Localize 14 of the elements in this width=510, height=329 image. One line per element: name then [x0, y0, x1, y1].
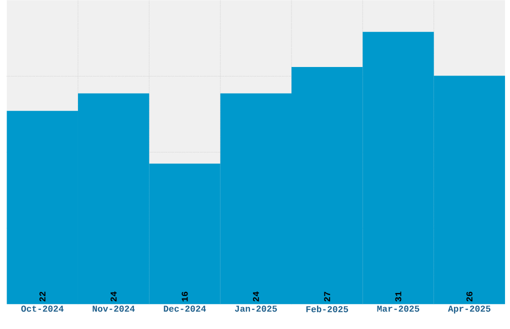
x-tick-label: Oct-2024 [21, 306, 64, 312]
data-label: 22 [39, 292, 46, 302]
x-tick-label: Feb-2025 [306, 306, 348, 312]
x-tick-label: Jan-2025 [234, 306, 277, 312]
data-label: 26 [466, 292, 472, 302]
data-label: 24 [110, 291, 117, 302]
x-tick-label: Nov-2024 [92, 306, 135, 312]
x-tick-label: Dec-2024 [164, 306, 206, 312]
data-label: 16 [182, 292, 188, 302]
data-label: 24 [252, 291, 259, 302]
data-label: 31 [395, 292, 402, 302]
data-label: 27 [324, 292, 330, 302]
x-tick-label: Apr-2025 [448, 306, 490, 314]
x-tick-label: Mar-2025 [377, 306, 420, 312]
